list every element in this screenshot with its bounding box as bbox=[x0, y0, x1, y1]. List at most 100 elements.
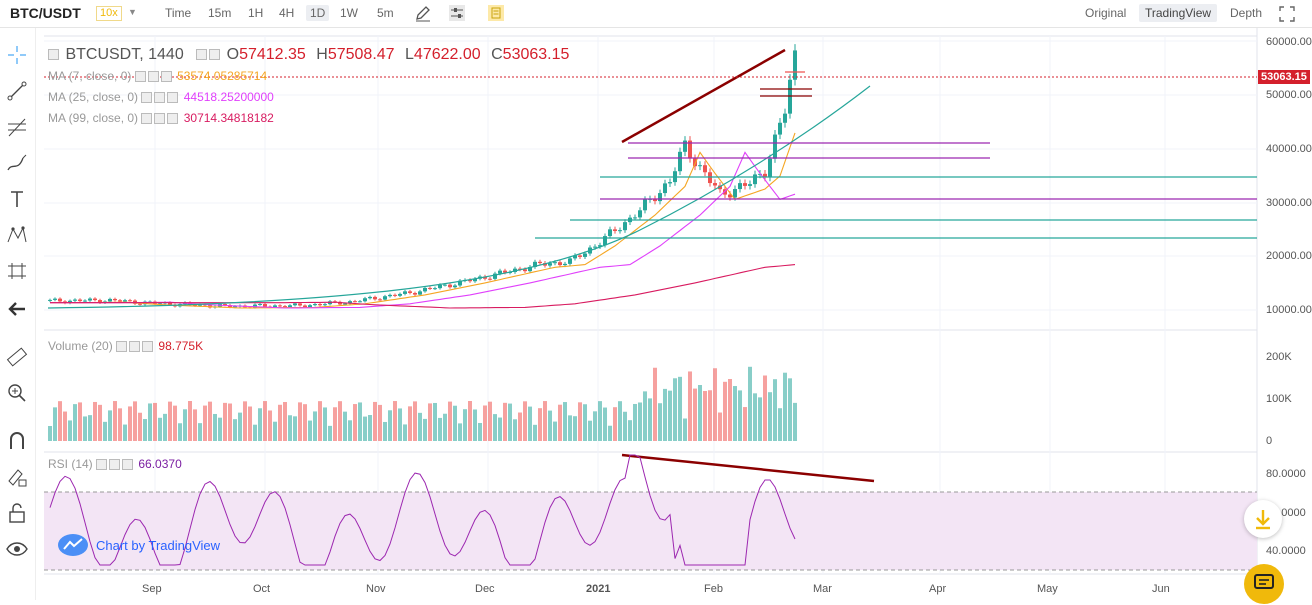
close-icon[interactable] bbox=[167, 113, 179, 125]
zoom-icon[interactable] bbox=[6, 382, 28, 404]
chevron-down-icon[interactable]: ▼ bbox=[128, 7, 137, 17]
volume-bar bbox=[133, 401, 137, 441]
download-button[interactable] bbox=[1244, 500, 1282, 538]
volume-bar bbox=[763, 375, 767, 441]
volume-bar bbox=[388, 410, 392, 441]
volume-bar bbox=[83, 416, 87, 441]
text-icon[interactable] bbox=[6, 188, 28, 210]
candle-body bbox=[308, 305, 312, 308]
volume-bar bbox=[498, 417, 502, 441]
eye-icon[interactable] bbox=[6, 538, 28, 560]
settings-icon[interactable] bbox=[141, 92, 153, 104]
time-axis-label: May bbox=[1037, 583, 1058, 595]
candle-body bbox=[58, 298, 62, 302]
volume-bar bbox=[603, 407, 607, 441]
close-icon[interactable] bbox=[160, 71, 172, 83]
volume-bar bbox=[203, 405, 207, 441]
magnet-icon[interactable] bbox=[6, 430, 28, 452]
view-tradingview[interactable]: TradingView bbox=[1139, 4, 1218, 22]
candle-body bbox=[783, 113, 787, 123]
candle-body bbox=[273, 305, 277, 308]
volume-bar bbox=[563, 402, 567, 441]
volume-bar bbox=[693, 388, 697, 441]
volume-bar bbox=[108, 410, 112, 441]
fullscreen-icon[interactable] bbox=[1278, 5, 1296, 23]
settings-icon[interactable] bbox=[154, 92, 166, 104]
tf-1h[interactable]: 1H bbox=[248, 6, 264, 20]
settings-icon[interactable] bbox=[134, 71, 146, 83]
volume-bar bbox=[393, 401, 397, 441]
brush-icon[interactable] bbox=[6, 152, 28, 174]
volume-bar bbox=[723, 381, 727, 441]
measure-icon[interactable] bbox=[6, 260, 28, 282]
lock-icon[interactable] bbox=[6, 502, 28, 524]
settings-icon[interactable] bbox=[147, 71, 159, 83]
candle-body bbox=[388, 294, 392, 297]
volume-bar bbox=[508, 403, 512, 441]
candle-body bbox=[483, 276, 487, 279]
volume-bar bbox=[443, 413, 447, 441]
volume-bar bbox=[48, 426, 52, 441]
close-icon[interactable] bbox=[122, 459, 134, 471]
crosshair-icon[interactable] bbox=[6, 44, 28, 66]
tradingview-watermark[interactable]: Chart by TradingView bbox=[58, 534, 220, 556]
volume-bar bbox=[213, 413, 217, 441]
close-icon[interactable] bbox=[142, 341, 154, 353]
settings-icon[interactable] bbox=[141, 113, 153, 125]
watermark-text: Chart by TradingView bbox=[96, 537, 221, 553]
close-icon[interactable] bbox=[167, 92, 179, 104]
back-arrow-icon[interactable] bbox=[6, 298, 28, 320]
volume-bar bbox=[703, 391, 707, 441]
tf-time[interactable]: Time bbox=[165, 6, 192, 20]
tf-4h[interactable]: 4H bbox=[279, 6, 295, 20]
candle-body bbox=[503, 270, 507, 273]
candle-body bbox=[638, 210, 642, 218]
lock-draw-icon[interactable] bbox=[6, 466, 28, 488]
settings-icon[interactable] bbox=[109, 459, 121, 471]
volume-bar bbox=[678, 376, 682, 441]
pattern-icon[interactable] bbox=[6, 224, 28, 246]
candle-body bbox=[253, 304, 257, 308]
view-original[interactable]: Original bbox=[1085, 6, 1127, 20]
settings-icon[interactable] bbox=[129, 341, 141, 353]
volume-bar bbox=[568, 415, 572, 441]
volume-bar bbox=[313, 411, 317, 441]
leverage-badge[interactable]: 10x bbox=[96, 6, 122, 21]
candle-body bbox=[443, 284, 447, 286]
settings-icon[interactable] bbox=[116, 341, 128, 353]
tf-5m[interactable]: 5m bbox=[377, 6, 394, 20]
volume-bar bbox=[698, 385, 702, 441]
settings-icon[interactable] bbox=[209, 49, 221, 61]
tf-1d[interactable]: 1D bbox=[306, 5, 330, 21]
candle-body bbox=[338, 301, 342, 305]
settings-icon[interactable] bbox=[154, 113, 166, 125]
indicator-settings-icon[interactable] bbox=[448, 4, 466, 22]
tf-1w[interactable]: 1W bbox=[340, 6, 358, 20]
trendline-icon[interactable] bbox=[6, 80, 28, 102]
candle-body bbox=[123, 300, 127, 302]
symbol-title[interactable]: BTC/USDT bbox=[10, 5, 81, 21]
legend-toggle-icon[interactable] bbox=[48, 49, 59, 61]
chat-button[interactable] bbox=[1244, 564, 1284, 604]
candle-body bbox=[108, 298, 112, 302]
notes-icon[interactable] bbox=[487, 4, 505, 22]
ruler-icon[interactable] bbox=[6, 346, 28, 368]
view-depth[interactable]: Depth bbox=[1230, 6, 1263, 20]
volume-bar bbox=[433, 402, 437, 441]
ma99-line bbox=[50, 264, 796, 309]
settings-icon[interactable] bbox=[196, 49, 208, 61]
candle-body bbox=[48, 299, 52, 301]
volume-bar bbox=[453, 405, 457, 441]
volume-bar bbox=[403, 424, 407, 441]
candle-body bbox=[428, 287, 432, 289]
volume-bar bbox=[253, 424, 257, 441]
pencil-icon[interactable] bbox=[414, 4, 432, 22]
tf-15m[interactable]: 15m bbox=[208, 6, 232, 20]
settings-icon[interactable] bbox=[96, 459, 108, 471]
ma25-value: 44518.25200000 bbox=[183, 90, 274, 104]
fib-icon[interactable] bbox=[6, 116, 28, 138]
ma25-legend: MA (25, close, 0) 44518.25200000 bbox=[48, 90, 274, 104]
time-axis-label: Sep bbox=[142, 583, 162, 595]
price-axis-label: 20000.00 bbox=[1266, 250, 1312, 262]
